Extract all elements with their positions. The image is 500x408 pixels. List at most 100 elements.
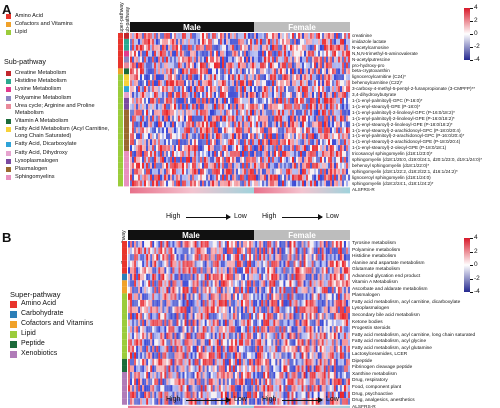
panel-a-row-label: 1-(1-enyl-stearoyl)-2-linoleoyl-GPE (P-1… [352,121,453,127]
heatmap-cell [196,68,199,75]
heatmap-cell [202,62,205,69]
heatmap-cell [320,80,323,87]
heatmap-cell [262,56,265,63]
heatmap-cell [291,306,294,314]
heatmap-cell [278,115,281,122]
super-pathway-cell [118,68,123,75]
heatmap-cell [174,86,177,92]
heatmap-cell [196,299,199,307]
heatmap-cell [210,273,213,281]
heatmap-cell [168,33,171,39]
heatmap-cell [212,115,215,122]
heatmap-cell [331,247,334,255]
heatmap-cell [148,115,151,122]
heatmap-cell [336,86,339,92]
heatmap-cell [286,115,289,122]
heatmap-cell [284,162,287,169]
heatmap-cell [238,180,241,187]
heatmap-cell [216,267,219,274]
heatmap-cell [288,62,291,69]
heatmap-cell [198,267,201,274]
heatmap-cell [271,267,274,274]
heatmap-cell [222,145,225,151]
heatmap-cell [338,103,341,110]
heatmap-cell [336,115,339,122]
heatmap-cell [258,33,261,39]
heatmap-cell [306,92,309,98]
heatmap-cell [158,254,161,261]
heatmap-cell [194,352,197,359]
heatmap-cell [196,56,199,63]
heatmap-cell [265,313,268,320]
heatmap-cell [343,319,347,327]
heatmap-cell [170,86,173,92]
heatmap-cell [200,33,203,39]
heatmap-cell [320,145,323,151]
heatmap-cell [192,162,195,169]
heatmap-cell [196,162,199,169]
heatmap-cell [247,299,250,307]
heatmap-cell [257,319,260,327]
heatmap-cell [328,180,331,187]
heatmap-cell [282,151,285,157]
heatmap-cell [224,273,227,281]
heatmap-cell [326,38,329,45]
heatmap-cell [220,260,223,268]
heatmap-cell [326,180,329,187]
heatmap-cell [324,74,327,81]
heatmap-cell [325,293,328,300]
heatmap-cell [140,313,143,320]
heatmap-cell [138,109,141,116]
heatmap-cell [332,174,335,181]
heatmap-cell [212,92,215,98]
heatmap-cell [304,109,307,116]
heatmap-cell [138,339,141,346]
heatmap-cell [312,92,315,98]
heatmap-cell [232,306,236,314]
heatmap-cell [336,80,339,87]
heatmap-cell [328,168,331,175]
heatmap-cell [220,68,223,75]
panel-a-male-header: Male [130,22,254,32]
heatmap-cell [274,74,277,81]
heatmap-cell [146,92,149,98]
heatmap-cell [281,286,284,294]
heatmap-cell [275,332,278,340]
heatmap-cell [342,103,345,110]
heatmap-cell [186,97,189,104]
heatmap-cell [210,139,213,146]
heatmap-cell [270,127,273,134]
heatmap-cell [278,145,281,151]
heatmap-cell [334,156,337,163]
heatmap-cell [293,293,296,300]
heatmap-cell [241,352,244,359]
heatmap-cell [208,56,211,63]
heatmap-cell [289,332,292,340]
heatmap-cell [328,139,331,146]
heatmap-cell [278,62,281,69]
heatmap-cell [152,62,155,69]
heatmap-cell [322,156,325,163]
heatmap-cell [140,247,143,255]
heatmap-cell [337,273,340,281]
heatmap-cell [206,174,209,181]
heatmap-cell [329,260,332,268]
heatmap-cell [208,326,211,333]
heatmap-cell [342,74,345,81]
heatmap-cell [334,109,337,116]
heatmap-cell [326,103,329,110]
heatmap-cell [218,326,221,333]
heatmap-cell [162,92,165,98]
heatmap-cell [232,151,235,157]
heatmap-cell [256,133,259,140]
heatmap-cell [245,332,248,340]
heatmap-cell [142,267,145,274]
heatmap-cell [156,267,159,274]
heatmap-cell [328,109,331,116]
heatmap-cell [251,352,254,359]
heatmap-cell [222,62,225,69]
heatmap-cell [200,139,203,146]
heatmap-cell [266,121,269,128]
heatmap-cell [258,151,261,157]
heatmap-cell [150,247,153,255]
